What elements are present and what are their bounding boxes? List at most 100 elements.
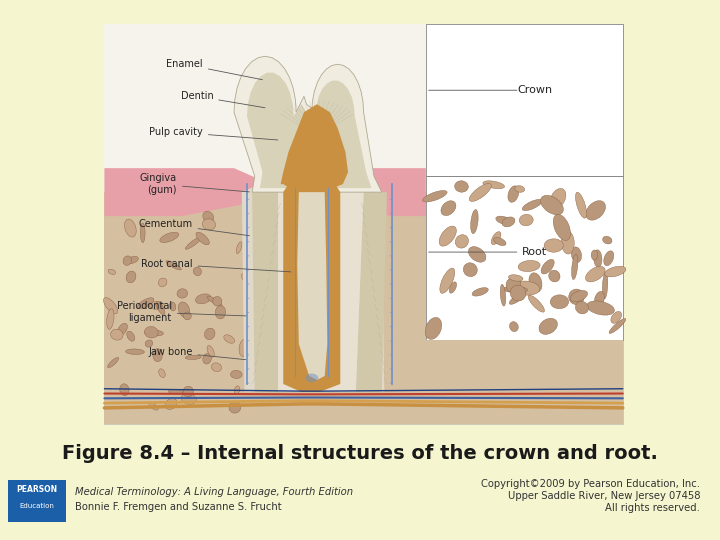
Polygon shape xyxy=(247,73,372,188)
Ellipse shape xyxy=(166,261,181,270)
Ellipse shape xyxy=(549,270,560,282)
Ellipse shape xyxy=(138,298,154,308)
Ellipse shape xyxy=(196,232,210,245)
Ellipse shape xyxy=(145,330,163,336)
Ellipse shape xyxy=(572,254,578,280)
Ellipse shape xyxy=(609,319,626,333)
Ellipse shape xyxy=(153,348,162,362)
Ellipse shape xyxy=(569,289,585,305)
Ellipse shape xyxy=(107,309,114,329)
Ellipse shape xyxy=(513,281,540,295)
Ellipse shape xyxy=(169,302,176,311)
Ellipse shape xyxy=(185,237,202,249)
Ellipse shape xyxy=(539,318,557,334)
Ellipse shape xyxy=(595,292,604,307)
Ellipse shape xyxy=(140,223,145,242)
Ellipse shape xyxy=(111,329,123,340)
Ellipse shape xyxy=(204,328,215,340)
Ellipse shape xyxy=(603,272,608,299)
Polygon shape xyxy=(283,184,341,392)
Ellipse shape xyxy=(230,370,242,379)
Ellipse shape xyxy=(491,232,501,245)
Bar xyxy=(104,24,623,424)
Ellipse shape xyxy=(145,340,153,347)
Ellipse shape xyxy=(184,312,192,320)
Ellipse shape xyxy=(454,181,468,192)
Ellipse shape xyxy=(156,301,165,315)
Text: Upper Saddle River, New Jersey 07458: Upper Saddle River, New Jersey 07458 xyxy=(508,491,700,501)
Ellipse shape xyxy=(496,216,512,225)
Text: Crown: Crown xyxy=(517,85,552,95)
Ellipse shape xyxy=(483,181,505,188)
Ellipse shape xyxy=(202,219,215,230)
Ellipse shape xyxy=(108,269,116,274)
Polygon shape xyxy=(297,192,328,380)
Ellipse shape xyxy=(603,237,612,244)
Ellipse shape xyxy=(508,186,519,202)
Text: Root: Root xyxy=(522,247,547,257)
Ellipse shape xyxy=(196,294,211,304)
Ellipse shape xyxy=(127,331,135,341)
Ellipse shape xyxy=(541,195,563,215)
Text: All rights reserved.: All rights reserved. xyxy=(605,503,700,513)
Ellipse shape xyxy=(575,192,587,218)
Ellipse shape xyxy=(239,339,250,356)
Ellipse shape xyxy=(160,232,179,242)
Ellipse shape xyxy=(207,346,215,357)
Ellipse shape xyxy=(544,239,563,252)
Text: Root canal: Root canal xyxy=(141,259,291,272)
Ellipse shape xyxy=(508,275,523,281)
Text: Cementum: Cementum xyxy=(138,219,249,235)
Ellipse shape xyxy=(423,191,447,202)
Text: PEARSON: PEARSON xyxy=(17,485,58,495)
Ellipse shape xyxy=(149,403,158,410)
Polygon shape xyxy=(242,184,384,392)
Ellipse shape xyxy=(605,266,626,277)
Ellipse shape xyxy=(494,238,506,246)
Text: Jaw bone: Jaw bone xyxy=(148,347,246,360)
Ellipse shape xyxy=(126,271,136,283)
Ellipse shape xyxy=(506,277,521,293)
Ellipse shape xyxy=(212,296,222,306)
Ellipse shape xyxy=(441,201,456,215)
Text: Bonnie F. Fremgen and Suzanne S. Frucht: Bonnie F. Fremgen and Suzanne S. Frucht xyxy=(75,502,282,512)
Ellipse shape xyxy=(215,306,225,319)
Ellipse shape xyxy=(181,394,197,404)
Ellipse shape xyxy=(183,386,194,397)
Ellipse shape xyxy=(455,235,469,248)
Ellipse shape xyxy=(575,301,588,314)
Ellipse shape xyxy=(471,210,478,234)
Ellipse shape xyxy=(439,226,456,246)
Ellipse shape xyxy=(611,312,621,323)
Ellipse shape xyxy=(469,184,491,201)
Bar xyxy=(426,24,623,176)
Ellipse shape xyxy=(145,327,158,338)
Ellipse shape xyxy=(515,186,525,192)
Ellipse shape xyxy=(126,349,145,354)
Ellipse shape xyxy=(234,386,240,395)
Ellipse shape xyxy=(510,285,526,301)
Ellipse shape xyxy=(586,201,606,220)
Polygon shape xyxy=(281,104,348,196)
Ellipse shape xyxy=(440,268,455,293)
Ellipse shape xyxy=(518,260,540,272)
Ellipse shape xyxy=(104,298,118,314)
Ellipse shape xyxy=(224,335,235,343)
Ellipse shape xyxy=(519,214,534,226)
Bar xyxy=(426,340,623,424)
Ellipse shape xyxy=(168,389,183,394)
Ellipse shape xyxy=(207,296,222,306)
Text: Medical Terminology: A Living Language, Fourth Edition: Medical Terminology: A Living Language, … xyxy=(75,487,353,497)
Text: Pulp cavity: Pulp cavity xyxy=(149,127,278,140)
Ellipse shape xyxy=(541,259,554,274)
Ellipse shape xyxy=(529,273,542,292)
Polygon shape xyxy=(278,192,364,392)
Ellipse shape xyxy=(464,263,477,276)
Ellipse shape xyxy=(117,323,127,335)
Ellipse shape xyxy=(158,369,165,377)
Ellipse shape xyxy=(212,363,222,372)
Ellipse shape xyxy=(177,289,188,298)
Ellipse shape xyxy=(449,282,456,293)
Ellipse shape xyxy=(594,250,602,267)
Ellipse shape xyxy=(149,301,165,309)
